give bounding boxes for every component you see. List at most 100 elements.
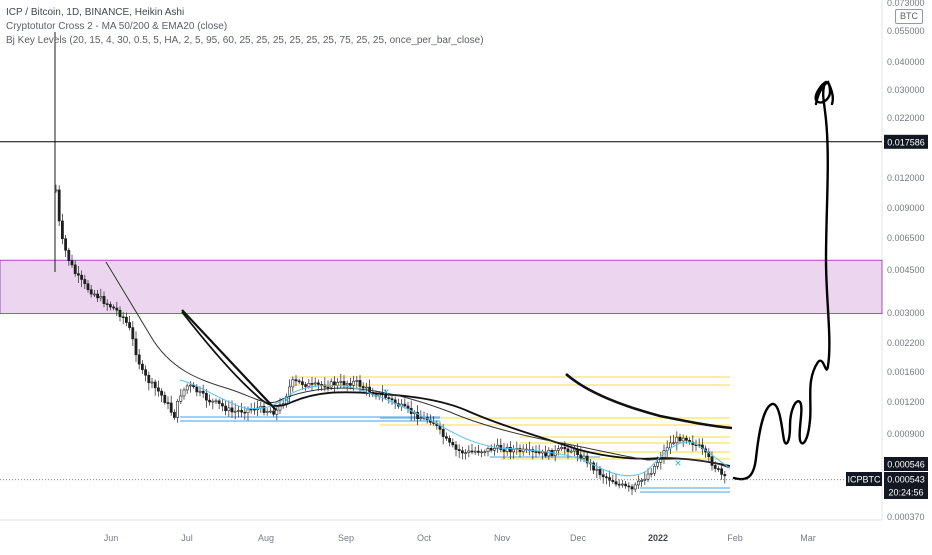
candle-body[interactable] <box>118 309 122 318</box>
candle-body[interactable] <box>656 462 660 467</box>
candle-body[interactable] <box>221 403 224 407</box>
candle-body[interactable] <box>240 410 244 413</box>
candle-body[interactable] <box>633 484 637 490</box>
candle-body[interactable] <box>444 436 448 439</box>
candle-body[interactable] <box>332 381 336 386</box>
candle-body[interactable] <box>342 381 346 386</box>
candle-body[interactable] <box>537 451 541 454</box>
candle-body[interactable] <box>595 468 599 471</box>
candle-body[interactable] <box>720 468 724 475</box>
candle-body[interactable] <box>182 389 186 397</box>
candle-body[interactable] <box>278 404 282 411</box>
candle-body[interactable] <box>668 442 672 449</box>
candle-body[interactable] <box>627 485 631 488</box>
candle-body[interactable] <box>316 382 320 385</box>
candle-body[interactable] <box>505 447 509 452</box>
candle-body[interactable] <box>217 400 221 404</box>
candle-body[interactable] <box>569 450 573 453</box>
candle-body[interactable] <box>131 327 135 340</box>
candle-body[interactable] <box>566 448 570 452</box>
candle-body[interactable] <box>630 486 634 490</box>
candle-body[interactable] <box>112 306 116 309</box>
candle-body[interactable] <box>272 410 276 415</box>
candle-body[interactable] <box>57 189 61 222</box>
candle-body[interactable] <box>121 316 125 319</box>
candle-body[interactable] <box>297 380 301 383</box>
candle-body[interactable] <box>125 316 128 323</box>
candle-body[interactable] <box>224 405 228 412</box>
candle-body[interactable] <box>476 450 480 453</box>
candle-body[interactable] <box>592 462 596 471</box>
candle-body[interactable] <box>563 447 567 450</box>
candle-body[interactable] <box>150 381 154 384</box>
candle-body[interactable] <box>473 450 477 453</box>
candle-body[interactable] <box>67 249 71 261</box>
candle-body[interactable] <box>336 382 340 386</box>
candle-body[interactable] <box>419 417 423 420</box>
candle-body[interactable] <box>173 412 176 418</box>
ma-50-line[interactable] <box>105 261 731 469</box>
candle-body[interactable] <box>387 397 391 399</box>
candle-body[interactable] <box>93 293 96 296</box>
candle-body[interactable] <box>147 374 151 384</box>
candle-body[interactable] <box>454 444 458 450</box>
candle-body[interactable] <box>723 474 727 477</box>
candle-body[interactable] <box>326 386 330 389</box>
candle-body[interactable] <box>102 296 106 305</box>
candle-body[interactable] <box>201 390 205 394</box>
candle-body[interactable] <box>496 444 500 449</box>
candle-body[interactable] <box>70 260 74 266</box>
candle-body[interactable] <box>579 454 583 459</box>
candle-body[interactable] <box>620 483 624 486</box>
candle-body[interactable] <box>83 279 87 284</box>
candle-body[interactable] <box>310 383 314 385</box>
candle-body[interactable] <box>268 410 272 413</box>
candle-body[interactable] <box>189 384 192 387</box>
candle-body[interactable] <box>710 456 714 466</box>
candle-body[interactable] <box>291 379 295 388</box>
candle-body[interactable] <box>96 293 100 299</box>
candle-body[interactable] <box>253 408 256 411</box>
candle-body[interactable] <box>64 238 68 251</box>
candle-body[interactable] <box>464 452 468 454</box>
candle-body[interactable] <box>572 448 576 452</box>
ma-200-projection[interactable] <box>565 373 733 430</box>
cross-marker-icon[interactable]: × <box>382 385 389 399</box>
currency-badge[interactable]: BTC <box>895 9 923 24</box>
candle-body[interactable] <box>646 473 650 480</box>
candle-body[interactable] <box>89 289 93 295</box>
candle-body[interactable] <box>499 444 503 450</box>
candle-body[interactable] <box>329 381 333 388</box>
candle-body[interactable] <box>713 465 717 469</box>
candle-body[interactable] <box>169 402 173 413</box>
candle-body[interactable] <box>160 390 164 396</box>
candle-body[interactable] <box>105 303 109 306</box>
candle-body[interactable] <box>624 483 628 487</box>
candle-body[interactable] <box>492 448 496 451</box>
candle-body[interactable] <box>141 363 144 370</box>
candle-body[interactable] <box>233 410 237 413</box>
candle-body[interactable] <box>508 447 512 453</box>
candle-body[interactable] <box>611 480 615 482</box>
candle-body[interactable] <box>246 408 250 414</box>
legend-title[interactable]: ICP / Bitcoin, 1D, BINANCE, Heikin Ashi <box>6 7 185 18</box>
candle-body[interactable] <box>355 380 359 382</box>
candle-body[interactable] <box>547 450 551 457</box>
candle-body[interactable] <box>352 380 356 386</box>
candle-body[interactable] <box>448 438 452 443</box>
candle-body[interactable] <box>157 387 160 392</box>
candle-body[interactable] <box>649 472 653 475</box>
candle-body[interactable] <box>128 322 132 328</box>
candle-body[interactable] <box>198 390 202 393</box>
candle-body[interactable] <box>675 436 679 444</box>
symbol-tag[interactable]: ICPBTC <box>847 475 881 485</box>
candle-body[interactable] <box>684 437 688 441</box>
candle-body[interactable] <box>672 442 676 445</box>
candle-body[interactable] <box>502 449 506 452</box>
candle-body[interactable] <box>364 386 368 389</box>
candle-body[interactable] <box>163 394 167 403</box>
candle-body[interactable] <box>636 480 640 486</box>
candle-body[interactable] <box>483 451 487 453</box>
candle-body[interactable] <box>489 448 493 451</box>
